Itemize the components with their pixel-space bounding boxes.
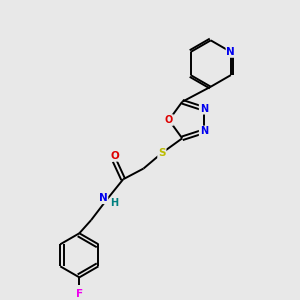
Text: S: S <box>158 148 166 158</box>
Text: N: N <box>226 47 235 57</box>
Text: F: F <box>76 289 83 299</box>
Text: O: O <box>165 115 173 125</box>
Text: O: O <box>110 151 119 161</box>
Text: N: N <box>200 104 208 114</box>
Text: N: N <box>200 126 208 136</box>
Text: H: H <box>111 198 119 208</box>
Text: N: N <box>99 193 107 203</box>
